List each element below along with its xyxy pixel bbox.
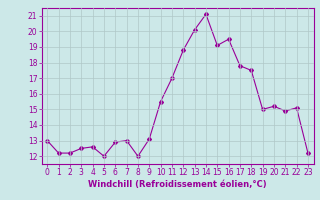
X-axis label: Windchill (Refroidissement éolien,°C): Windchill (Refroidissement éolien,°C) [88, 180, 267, 189]
